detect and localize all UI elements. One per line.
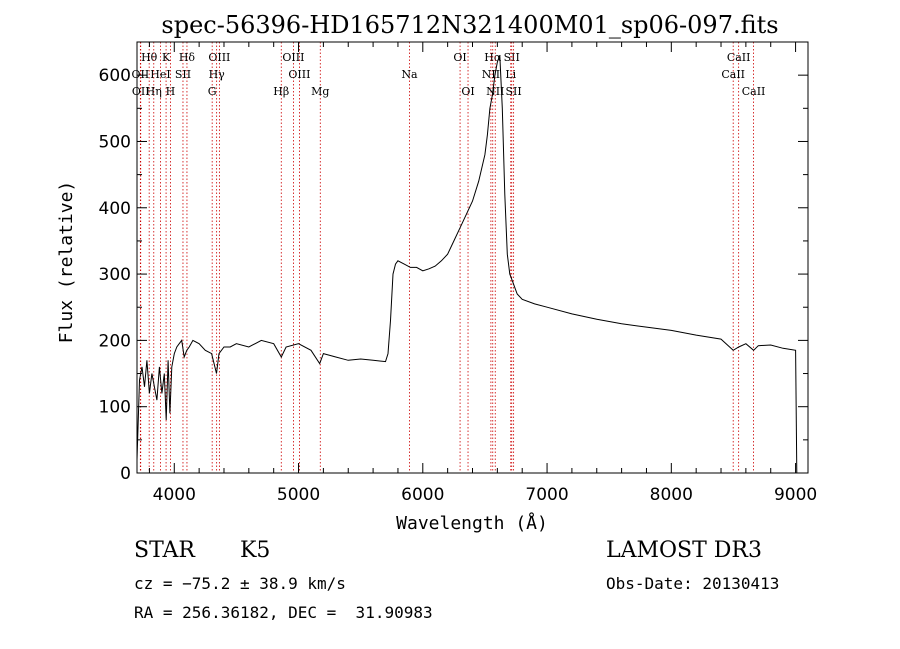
line-label-18: OI [461, 85, 474, 98]
x-tick-label: 6000 [401, 485, 444, 505]
line-label-3: HeI [150, 68, 170, 81]
coordinates: RA = 256.36182, DEC = 31.90983 [134, 603, 433, 622]
x-tick-label: 8000 [650, 485, 693, 505]
line-label-21: NII [482, 68, 500, 81]
line-label-2: OII [132, 85, 150, 98]
y-tick-label: 200 [99, 331, 131, 351]
x-tick-label: 4000 [153, 485, 196, 505]
chart-title: spec-56396-HD165712N321400M01_sp06-097.f… [161, 11, 778, 39]
flux-series-line [136, 55, 798, 474]
line-label-12: OIII [282, 51, 304, 64]
axes: 4000 5000 6000 7000 8000 9000 0 100 200 300 400 500… [99, 41, 817, 505]
line-label-11: G [208, 85, 217, 98]
line-label-7: SII [175, 68, 191, 81]
line-label-6: H [166, 85, 176, 98]
line-label-4: Hη [146, 85, 162, 98]
line-label-24: SII [506, 85, 522, 98]
line-label-5: K [162, 51, 171, 64]
obs-date: Obs-Date: 20130413 [606, 574, 780, 593]
x-axis-label: Wavelength (Å) [396, 512, 548, 534]
y-axis-label: Flux (relative) [56, 181, 77, 344]
plot-frame [136, 41, 809, 474]
line-label-0: Hθ [141, 51, 158, 64]
y-tick-label: 500 [99, 132, 131, 152]
line-label-20: SII [504, 51, 520, 64]
line-label-25: CaII [727, 51, 751, 64]
y-tick-label: 600 [99, 66, 131, 86]
line-label-17: OI [453, 51, 466, 64]
survey-name: LAMOST DR3 [606, 538, 762, 563]
line-label-13: OIII [288, 68, 310, 81]
line-label-23: NII [486, 85, 504, 98]
line-label-14: Hβ [273, 85, 289, 98]
y-tick-label: 400 [99, 199, 131, 219]
line-label-15: Mg [311, 85, 329, 98]
line-label-9: OIII [208, 51, 230, 64]
line-label-26: CaII [721, 68, 745, 81]
line-label-27: CaII [742, 85, 766, 98]
y-tick-label: 300 [99, 265, 131, 285]
x-tick-label: 9000 [774, 485, 817, 505]
x-tick-label: 5000 [277, 485, 320, 505]
line-label-16: Na [401, 68, 418, 81]
y-tick-label: 0 [120, 464, 131, 484]
y-tick-label: 100 [99, 398, 131, 418]
line-label-22: Li [505, 68, 516, 81]
line-label-8: Hδ [179, 51, 196, 64]
line-label-10: Hγ [209, 68, 226, 81]
object-subclass: K5 [240, 538, 271, 563]
redshift-cz: cz = −75.2 ± 38.9 km/s [134, 574, 346, 593]
object-class: STAR [134, 538, 195, 563]
x-tick-label: 7000 [525, 485, 568, 505]
